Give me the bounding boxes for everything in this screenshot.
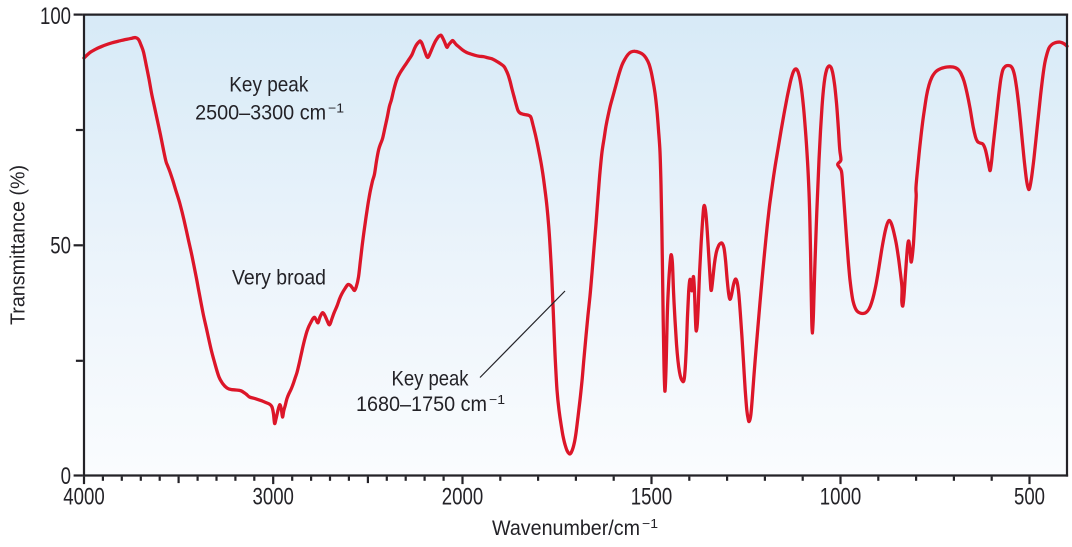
svg-text:1500: 1500 — [631, 484, 672, 511]
svg-text:0: 0 — [61, 463, 71, 490]
svg-text:1000: 1000 — [820, 484, 861, 511]
svg-text:2500–3300 cm: 2500–3300 cm — [195, 102, 326, 125]
svg-text:Very broad: Very broad — [232, 267, 326, 290]
svg-text:Key peak: Key peak — [392, 368, 469, 391]
svg-text:−1: −1 — [642, 516, 658, 531]
svg-text:1680–1750 cm: 1680–1750 cm — [356, 393, 487, 416]
svg-text:500: 500 — [1014, 484, 1045, 511]
svg-text:Transmittance (%): Transmittance (%) — [7, 165, 30, 325]
svg-text:Key peak: Key peak — [229, 73, 308, 96]
svg-text:−1: −1 — [489, 392, 505, 407]
svg-text:100: 100 — [40, 3, 71, 30]
svg-text:Wavenumber/cm: Wavenumber/cm — [492, 517, 640, 540]
svg-text:3000: 3000 — [253, 484, 294, 511]
svg-text:50: 50 — [50, 233, 71, 260]
svg-text:4000: 4000 — [63, 484, 104, 511]
svg-text:−1: −1 — [328, 101, 344, 116]
svg-text:2000: 2000 — [442, 484, 483, 511]
